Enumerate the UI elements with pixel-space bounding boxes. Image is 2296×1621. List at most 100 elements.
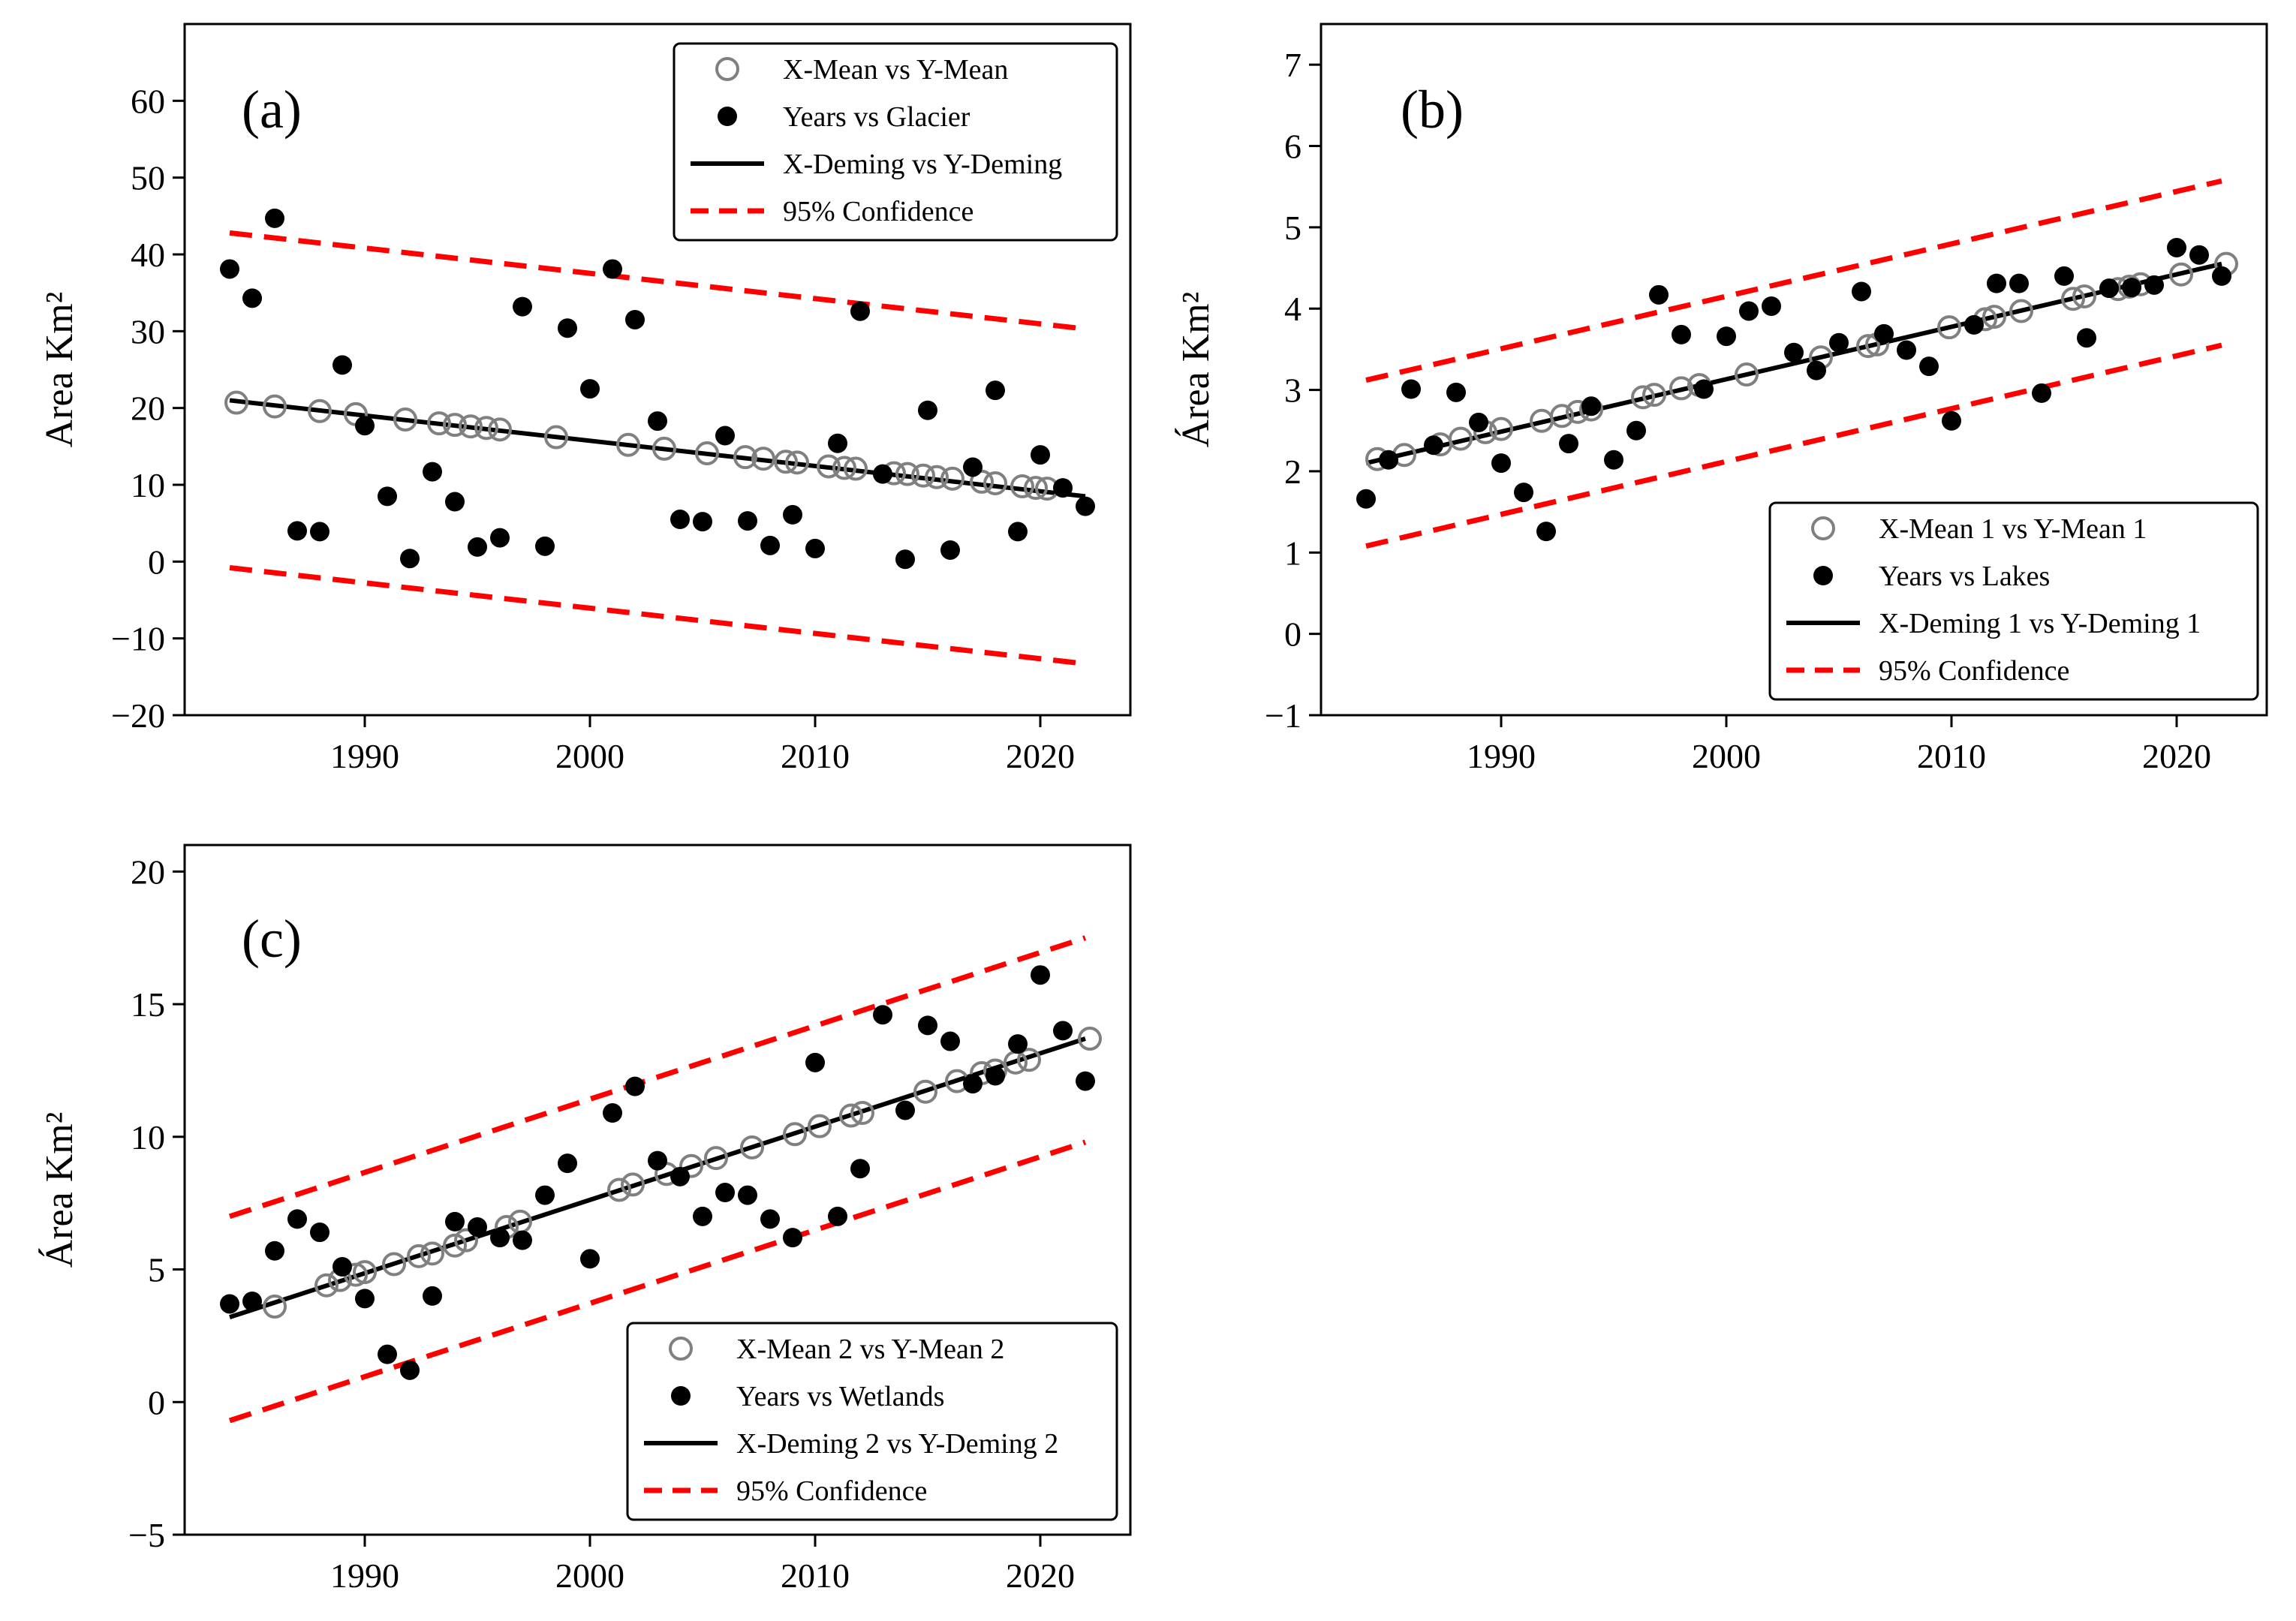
data-point xyxy=(2144,275,2164,295)
data-point xyxy=(625,1076,645,1096)
x-tick-label: 2010 xyxy=(781,737,850,775)
plot-frame xyxy=(183,844,1132,1536)
data-point xyxy=(1987,273,2006,293)
mean-point xyxy=(740,1135,764,1159)
data-point xyxy=(648,411,667,432)
mean-point xyxy=(1010,474,1034,499)
data-point xyxy=(333,355,352,375)
data-point xyxy=(1581,396,1601,417)
data-point xyxy=(873,464,892,484)
mean-point xyxy=(733,445,757,470)
data-point xyxy=(783,1228,802,1248)
data-point xyxy=(1559,434,1578,454)
mean-point xyxy=(970,469,994,494)
y-tick-label: 1 xyxy=(1284,534,1301,572)
x-tick-label: 2000 xyxy=(555,737,624,775)
x-tick-label: 2000 xyxy=(555,1556,624,1595)
data-point xyxy=(603,259,622,279)
data-point xyxy=(918,1015,937,1036)
data-point xyxy=(1964,314,1984,335)
legend: X-Mean 2 vs Y-Mean 2 Years vs Wetlands X-D… xyxy=(626,1322,1118,1521)
y-tick-label: 5 xyxy=(148,1251,165,1289)
data-point xyxy=(220,1294,239,1314)
y-axis-label: Área Km² xyxy=(38,1112,81,1268)
data-point xyxy=(940,1031,960,1051)
x-tick-label: 1990 xyxy=(1467,737,1536,775)
data-point xyxy=(355,1289,375,1309)
y-tick-label: 15 xyxy=(131,985,165,1024)
mean-point xyxy=(1856,334,1880,359)
x-tick-label: 2020 xyxy=(1006,737,1075,775)
mean-point xyxy=(308,398,332,423)
data-point xyxy=(1852,281,1871,302)
data-point xyxy=(1604,450,1623,470)
y-tick-label: 50 xyxy=(131,159,165,197)
data-point xyxy=(2009,273,2029,293)
data-point xyxy=(1491,453,1511,474)
data-point xyxy=(805,538,825,558)
data-point xyxy=(355,416,375,436)
mean-point xyxy=(844,456,868,481)
data-point xyxy=(1649,284,1669,305)
data-point xyxy=(2077,328,2096,348)
x-tick-label: 1990 xyxy=(330,737,399,775)
confidence-line xyxy=(229,565,1086,666)
data-point xyxy=(963,1074,982,1094)
mean-point xyxy=(1550,404,1574,429)
mean-point xyxy=(1449,426,1473,451)
mean-point xyxy=(652,436,676,461)
data-point xyxy=(986,1066,1005,1086)
data-point xyxy=(715,426,735,446)
mean-point xyxy=(1642,383,1666,408)
data-point xyxy=(2054,266,2074,286)
data-point xyxy=(1424,435,1443,456)
mean-point xyxy=(1489,417,1513,441)
mean-point xyxy=(474,416,498,441)
data-point xyxy=(1717,326,1736,347)
mean-point xyxy=(704,1146,728,1171)
data-point xyxy=(265,1241,284,1261)
mean-point xyxy=(808,1114,832,1138)
mean-point xyxy=(263,394,287,419)
mean-point xyxy=(940,466,964,491)
data-point xyxy=(1784,342,1804,362)
x-tick-label: 2000 xyxy=(1692,737,1761,775)
data-point xyxy=(1672,324,1691,344)
y-tick-label: 10 xyxy=(131,1118,165,1156)
data-point xyxy=(603,1102,622,1123)
data-point xyxy=(378,1344,397,1364)
data-point xyxy=(287,521,307,541)
y-tick-label: 4 xyxy=(1284,290,1301,328)
mean-point xyxy=(544,425,568,450)
y-axis-label: Area Km² xyxy=(38,292,81,448)
mean-point xyxy=(839,1103,863,1128)
data-point xyxy=(242,1291,262,1311)
y-tick-label: 7 xyxy=(1284,46,1301,84)
legend-label: Years vs Lakes xyxy=(1879,561,2050,592)
data-point xyxy=(715,1183,735,1203)
data-point xyxy=(2032,383,2051,403)
panel-label: (a) xyxy=(242,80,302,140)
data-point xyxy=(1446,382,1466,402)
mean-point xyxy=(616,432,640,457)
y-axis-label: Área Km² xyxy=(1174,292,1217,448)
data-point xyxy=(1874,323,1894,344)
x-tick-label: 1990 xyxy=(330,1556,399,1595)
deming-fit-line xyxy=(1365,261,2222,466)
mean-point xyxy=(2061,287,2085,311)
y-tick-label: 0 xyxy=(148,543,165,581)
y-tick-label: 30 xyxy=(131,312,165,350)
mean-point xyxy=(817,454,841,479)
legend-marker-mean xyxy=(669,1337,693,1361)
data-point xyxy=(738,1185,757,1205)
data-point xyxy=(963,457,982,477)
data-point xyxy=(1942,411,1961,431)
y-tick-label: 40 xyxy=(131,236,165,274)
data-point xyxy=(445,1211,465,1232)
data-point xyxy=(2167,237,2186,257)
data-point xyxy=(1401,379,1421,399)
data-point xyxy=(558,318,577,338)
mean-point xyxy=(1937,315,1961,340)
mean-point xyxy=(263,1295,287,1319)
data-point xyxy=(2122,278,2141,298)
